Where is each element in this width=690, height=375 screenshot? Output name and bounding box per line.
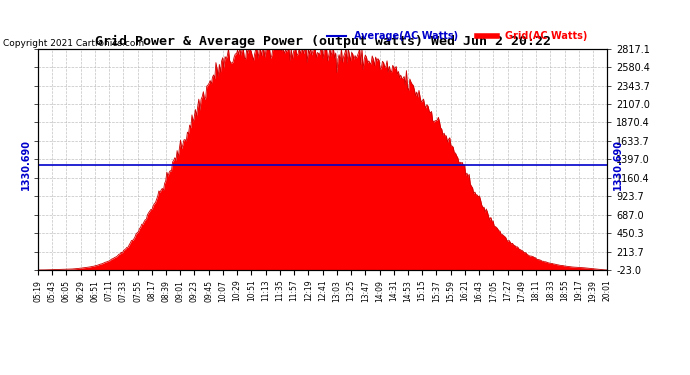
Title: Grid Power & Average Power (output watts) Wed Jun 2 20:22: Grid Power & Average Power (output watts…	[95, 34, 551, 48]
Text: 1330.690: 1330.690	[21, 139, 31, 190]
Text: 1330.690: 1330.690	[613, 139, 623, 190]
Legend: Average(AC Watts), Grid(AC Watts): Average(AC Watts), Grid(AC Watts)	[323, 27, 591, 45]
Text: Copyright 2021 Cartronics.com: Copyright 2021 Cartronics.com	[3, 39, 145, 48]
